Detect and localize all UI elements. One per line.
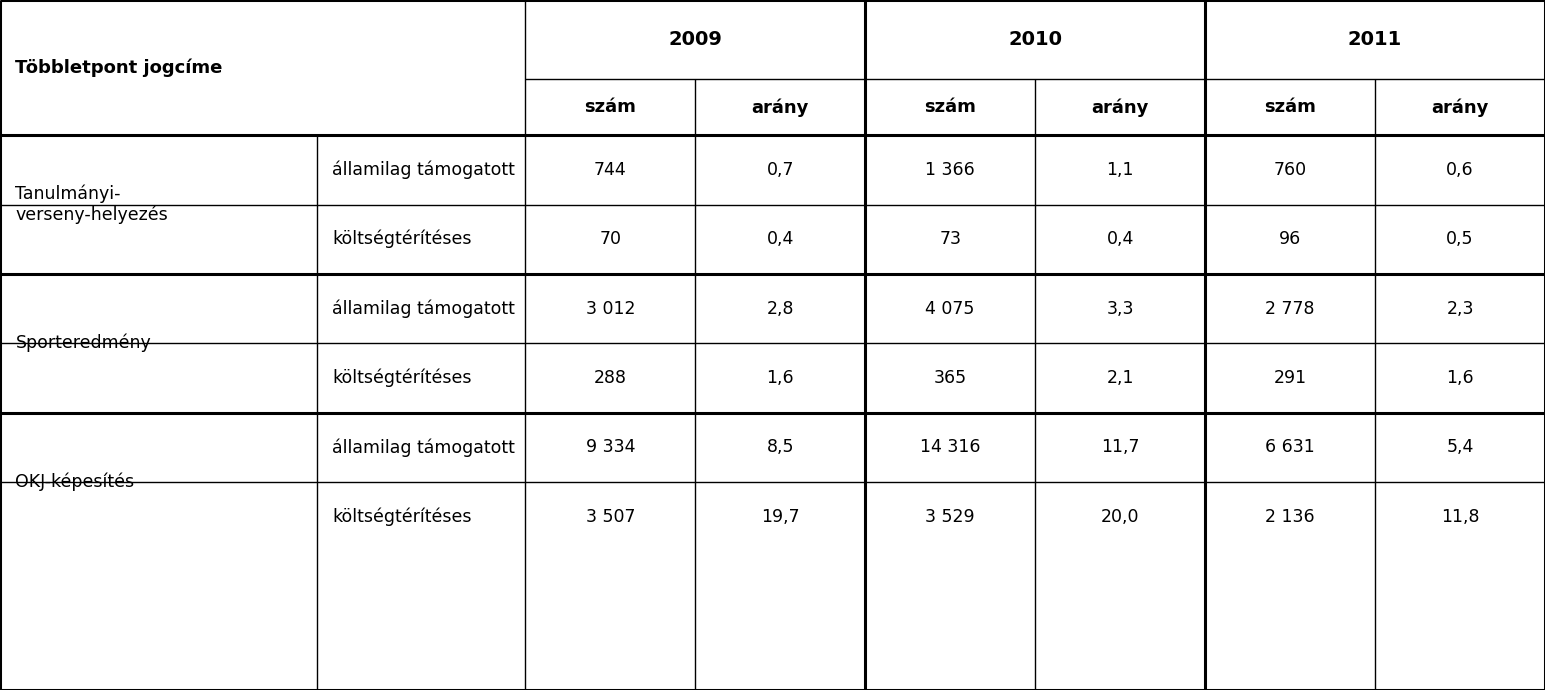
Text: szám: szám	[584, 98, 637, 116]
Text: 0,4: 0,4	[766, 230, 794, 248]
Text: 70: 70	[599, 230, 621, 248]
Text: 2 778: 2 778	[1265, 299, 1315, 317]
Text: 1,1: 1,1	[1106, 161, 1134, 179]
Text: 8,5: 8,5	[766, 438, 794, 456]
Text: arány: arány	[751, 98, 810, 117]
Text: 2,3: 2,3	[1446, 299, 1474, 317]
Text: 744: 744	[593, 161, 627, 179]
Text: 0,7: 0,7	[766, 161, 794, 179]
Text: 11,7: 11,7	[1102, 438, 1139, 456]
Text: 2011: 2011	[1347, 30, 1403, 49]
Text: 19,7: 19,7	[760, 508, 799, 526]
Text: 11,8: 11,8	[1441, 508, 1479, 526]
Text: 3,3: 3,3	[1106, 299, 1134, 317]
Text: 2010: 2010	[1009, 30, 1061, 49]
Text: 5,4: 5,4	[1446, 438, 1474, 456]
Text: 760: 760	[1273, 161, 1307, 179]
Text: arány: arány	[1431, 98, 1489, 117]
Text: költségtérítéses: költségtérítéses	[332, 368, 471, 387]
Text: 2,1: 2,1	[1106, 369, 1134, 387]
Text: 1,6: 1,6	[1446, 369, 1474, 387]
Text: 3 529: 3 529	[925, 508, 975, 526]
Text: OKJ-képesítés: OKJ-képesítés	[15, 473, 134, 491]
Text: költségtérítéses: költségtérítéses	[332, 507, 471, 526]
Text: arány: arány	[1091, 98, 1149, 117]
Text: 20,0: 20,0	[1102, 508, 1139, 526]
Text: 9 334: 9 334	[586, 438, 635, 456]
Text: Tanulmányi-
verseny-helyezés: Tanulmányi- verseny-helyezés	[15, 185, 168, 224]
Text: államilag támogatott: államilag támogatott	[332, 161, 514, 179]
Text: 2,8: 2,8	[766, 299, 794, 317]
Text: 0,4: 0,4	[1106, 230, 1134, 248]
Text: 291: 291	[1273, 369, 1307, 387]
Text: 2 136: 2 136	[1265, 508, 1315, 526]
Text: szám: szám	[924, 98, 976, 116]
Text: 6 631: 6 631	[1265, 438, 1315, 456]
Text: 73: 73	[939, 230, 961, 248]
Text: 0,6: 0,6	[1446, 161, 1474, 179]
Text: 3 507: 3 507	[586, 508, 635, 526]
Text: költségtérítéses: költségtérítéses	[332, 230, 471, 248]
Text: 96: 96	[1279, 230, 1301, 248]
Text: 2009: 2009	[669, 30, 722, 49]
Text: 4 075: 4 075	[925, 299, 975, 317]
Text: államilag támogatott: államilag támogatott	[332, 438, 514, 457]
Text: 3 012: 3 012	[586, 299, 635, 317]
Text: Többletpont jogcíme: Többletpont jogcíme	[15, 59, 222, 77]
Text: 0,5: 0,5	[1446, 230, 1474, 248]
Text: 365: 365	[933, 369, 967, 387]
Text: 1,6: 1,6	[766, 369, 794, 387]
Text: szám: szám	[1264, 98, 1316, 116]
Text: 288: 288	[593, 369, 627, 387]
Text: 14 316: 14 316	[919, 438, 981, 456]
Text: 1 366: 1 366	[925, 161, 975, 179]
Text: államilag támogatott: államilag támogatott	[332, 299, 514, 318]
Text: Sporteredmény: Sporteredmény	[15, 334, 151, 353]
